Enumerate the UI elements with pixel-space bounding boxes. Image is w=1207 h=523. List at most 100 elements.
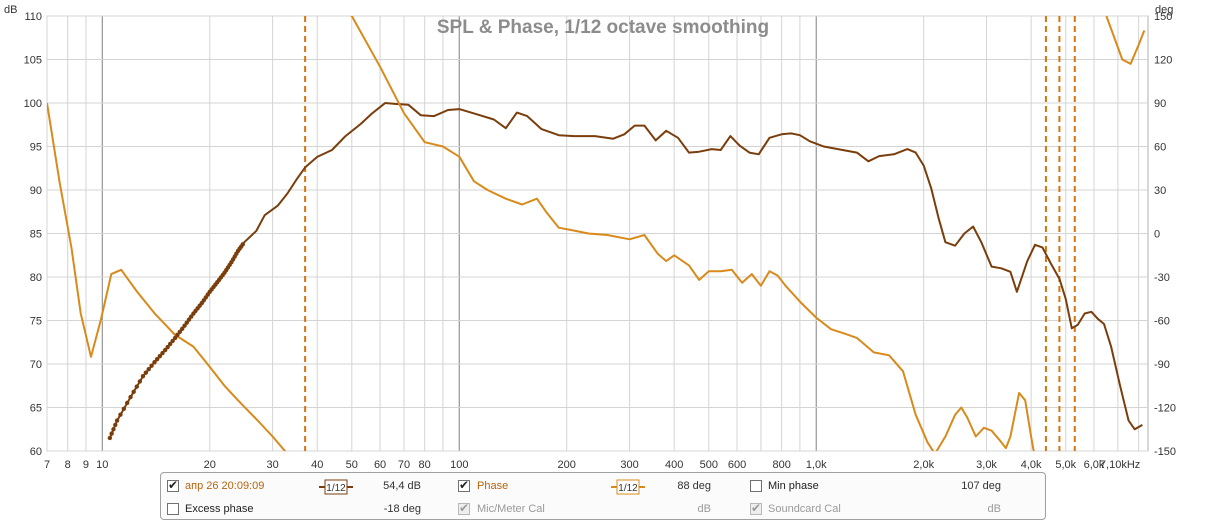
excess-phase-checkbox[interactable] bbox=[167, 503, 179, 515]
right-tick-label: 0 bbox=[1154, 229, 1160, 241]
phase-smoothing-badge[interactable]: 1/12 bbox=[611, 479, 645, 495]
spl-curve bbox=[108, 102, 1143, 439]
x-tick-label: 800 bbox=[772, 459, 790, 470]
x-tick-label: 30 bbox=[266, 459, 278, 470]
x-tick-label: 7 bbox=[44, 459, 50, 470]
x-tick-label: 2,0k bbox=[913, 459, 934, 470]
spl-data-point bbox=[124, 400, 130, 406]
phase-curve bbox=[47, 16, 1146, 451]
soundcard-cal-checkbox[interactable] bbox=[750, 501, 762, 515]
x-tick-label: 300 bbox=[620, 459, 638, 470]
spl-data-point bbox=[140, 373, 146, 379]
spl-data-point bbox=[182, 323, 187, 328]
right-tick-label: -150 bbox=[1154, 446, 1176, 458]
left-axis-unit: dB bbox=[4, 4, 17, 16]
left-tick-label: 65 bbox=[30, 403, 42, 415]
spl-data-point bbox=[152, 360, 157, 365]
measurement-value: 54,4 dB bbox=[383, 480, 421, 492]
mic-cal-checkbox[interactable] bbox=[458, 501, 470, 515]
min-phase-checkbox[interactable] bbox=[750, 480, 762, 492]
x-tick-label: 1,0k bbox=[806, 459, 827, 470]
x-tick-label: 200 bbox=[558, 459, 576, 470]
left-tick-label: 60 bbox=[30, 446, 42, 458]
x-tick-label: 500 bbox=[700, 459, 718, 470]
right-tick-label: -90 bbox=[1154, 359, 1170, 371]
spl-data-point bbox=[131, 389, 136, 395]
spl-data-point bbox=[175, 332, 180, 338]
right-axis-unit: deg bbox=[1155, 4, 1173, 16]
right-tick-label: -60 bbox=[1154, 316, 1170, 328]
x-tick-label: 40 bbox=[311, 459, 323, 470]
spl-data-point bbox=[109, 431, 114, 436]
right-tick-label: 150 bbox=[1154, 11, 1172, 23]
spl-data-point bbox=[118, 412, 123, 417]
x-tick-label: 80 bbox=[419, 459, 431, 470]
spl-data-point bbox=[165, 344, 170, 350]
spl-data-point bbox=[114, 418, 120, 423]
x-tick-label: 6,0k bbox=[1084, 459, 1105, 470]
spl-data-point bbox=[128, 394, 133, 400]
spl-data-point bbox=[160, 350, 165, 356]
right-tick-label: -30 bbox=[1154, 272, 1170, 284]
spl-data-point bbox=[177, 329, 183, 335]
measurement-smoothing-text: 1/12 bbox=[326, 483, 346, 494]
left-tick-label: 90 bbox=[30, 185, 42, 197]
measurement-label: апр 26 20:09:09 bbox=[185, 480, 265, 492]
soundcard-cal-value: dB bbox=[987, 503, 1001, 515]
measurement-checkbox[interactable] bbox=[167, 478, 179, 492]
left-tick-label: 100 bbox=[24, 98, 42, 110]
x-tick-label: 3,0k bbox=[976, 459, 997, 470]
x-tick-label: 7,10kHz bbox=[1100, 459, 1140, 470]
right-tick-label: -120 bbox=[1154, 403, 1176, 415]
spl-data-point bbox=[111, 427, 116, 432]
x-tick-label: 10 bbox=[96, 459, 108, 470]
phase-value: 88 deg bbox=[677, 480, 711, 492]
left-tick-label: 85 bbox=[30, 229, 42, 241]
spl-data-point bbox=[154, 357, 160, 362]
right-tick-label: 120 bbox=[1154, 55, 1172, 67]
x-tick-label: 5,0k bbox=[1055, 459, 1076, 470]
spl-data-point bbox=[172, 335, 178, 341]
spl-data-point bbox=[189, 314, 194, 319]
phase-label: Phase bbox=[477, 480, 509, 492]
spl-data-point bbox=[180, 326, 185, 331]
x-tick-label: 100 bbox=[450, 459, 468, 470]
spl-data-point bbox=[121, 406, 127, 412]
spl-data-point bbox=[157, 353, 163, 359]
min-phase-value: 107 deg bbox=[961, 480, 1001, 492]
legend-panel: апр 26 20:09:09 1/12 54,4 dB Phase 1/12 … bbox=[160, 472, 1046, 520]
soundcard-cal-label: Soundcard Cal bbox=[768, 503, 841, 515]
min-phase-label: Min phase bbox=[768, 480, 819, 492]
x-tick-label: 50 bbox=[346, 459, 358, 470]
spl-data-point bbox=[134, 384, 139, 389]
x-tick-label: 9 bbox=[83, 459, 89, 470]
x-tick-label: 70 bbox=[398, 459, 410, 470]
left-tick-label: 75 bbox=[30, 316, 42, 328]
spl-data-point bbox=[143, 370, 149, 375]
spl-data-point bbox=[149, 363, 154, 368]
x-tick-label: 600 bbox=[728, 459, 746, 470]
x-tick-label: 4,0k bbox=[1021, 459, 1042, 470]
excess-phase-label: Excess phase bbox=[185, 503, 254, 515]
mic-cal-label: Mic/Meter Cal bbox=[477, 503, 545, 515]
mic-cal-value: dB bbox=[697, 503, 711, 515]
right-tick-label: 30 bbox=[1154, 185, 1166, 197]
grid-lines bbox=[46, 15, 1148, 452]
phase-smoothing-text: 1/12 bbox=[618, 483, 638, 494]
measurement-smoothing-badge[interactable]: 1/12 bbox=[319, 479, 353, 495]
spl-data-point bbox=[167, 341, 173, 347]
spl-data-point bbox=[184, 320, 189, 325]
x-tick-label: 400 bbox=[665, 459, 683, 470]
spl-data-point bbox=[146, 367, 151, 372]
right-tick-label: 90 bbox=[1154, 98, 1166, 110]
x-tick-label: 8 bbox=[65, 459, 71, 470]
left-tick-label: 80 bbox=[30, 272, 42, 284]
x-tick-label: 60 bbox=[374, 459, 386, 470]
phase-checkbox[interactable] bbox=[458, 478, 470, 492]
excess-phase-value: -18 deg bbox=[383, 503, 421, 515]
left-tick-label: 70 bbox=[30, 359, 42, 371]
x-tick-label: 20 bbox=[204, 459, 216, 470]
spl-data-point bbox=[113, 422, 118, 428]
